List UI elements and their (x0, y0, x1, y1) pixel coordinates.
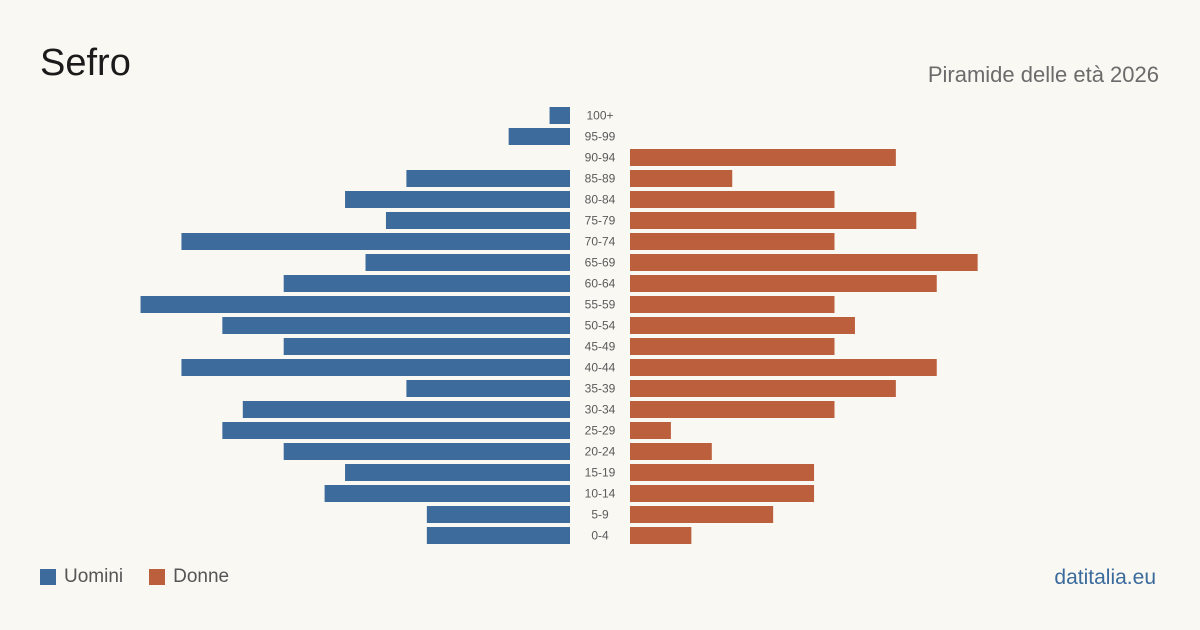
chart-subtitle: Piramide delle età 2026 (927, 62, 1159, 87)
bar-men-30-34 (242, 401, 571, 418)
chart-title: Sefro (40, 42, 131, 84)
bar-women-40-44 (630, 359, 937, 376)
age-label-25-29: 25-29 (585, 424, 616, 438)
bar-women-85-89 (630, 170, 733, 187)
bar-men-0-4 (426, 527, 570, 544)
age-label-30-34: 30-34 (585, 403, 616, 417)
bar-women-50-54 (630, 317, 855, 334)
age-label-5-9: 5-9 (591, 508, 609, 522)
bar-men-55-59 (140, 296, 571, 313)
age-label-50-54: 50-54 (585, 319, 616, 333)
bar-women-60-64 (630, 275, 937, 292)
legend-item-women: Donne (149, 566, 229, 588)
bar-men-70-74 (181, 233, 570, 250)
legend-swatch-men (40, 569, 56, 585)
source-link[interactable]: datitalia.eu (1054, 566, 1156, 589)
age-label-95-99: 95-99 (585, 130, 616, 144)
bar-men-5-9 (426, 506, 570, 523)
bar-men-10-14 (324, 485, 570, 502)
age-label-55-59: 55-59 (585, 298, 616, 312)
bar-men-25-29 (222, 422, 570, 439)
bar-men-65-69 (365, 254, 570, 271)
bar-men-60-64 (283, 275, 570, 292)
bar-women-0-4 (630, 527, 692, 544)
age-label-80-84: 80-84 (585, 193, 616, 207)
bar-women-30-34 (630, 401, 835, 418)
age-label-90-94: 90-94 (585, 151, 616, 165)
bar-women-90-94 (630, 149, 896, 166)
bar-women-45-49 (630, 338, 835, 355)
bar-women-10-14 (630, 485, 815, 502)
bar-men-100plus (549, 107, 570, 124)
bar-women-15-19 (630, 464, 815, 481)
age-label-65-69: 65-69 (585, 256, 616, 270)
age-label-40-44: 40-44 (585, 361, 616, 375)
age-label-45-49: 45-49 (585, 340, 616, 354)
age-label-70-74: 70-74 (585, 235, 616, 249)
legend-swatch-women (149, 569, 166, 585)
legend: Uomini Donne (40, 566, 229, 588)
bar-men-45-49 (283, 338, 570, 355)
age-label-0-4: 0-4 (591, 529, 609, 543)
age-label-60-64: 60-64 (585, 277, 616, 291)
age-label-35-39: 35-39 (585, 382, 616, 396)
bar-women-5-9 (630, 506, 774, 523)
age-label-15-19: 15-19 (585, 466, 616, 480)
age-label-20-24: 20-24 (585, 445, 616, 459)
bar-women-20-24 (630, 443, 712, 460)
age-label-10-14: 10-14 (585, 487, 616, 501)
bar-women-35-39 (630, 380, 896, 397)
bar-men-40-44 (181, 359, 570, 376)
bar-men-95-99 (508, 128, 570, 145)
bar-women-25-29 (630, 422, 671, 439)
bar-women-65-69 (630, 254, 978, 271)
legend-item-men: Uomini (40, 566, 123, 588)
legend-label-men: Uomini (64, 566, 124, 587)
bar-men-50-54 (222, 317, 570, 334)
age-label-85-89: 85-89 (585, 172, 616, 186)
bar-men-75-79 (385, 212, 570, 229)
bar-men-80-84 (345, 191, 570, 208)
bar-women-55-59 (630, 296, 835, 313)
bar-men-20-24 (283, 443, 570, 460)
bar-women-70-74 (630, 233, 835, 250)
age-label-100plus: 100+ (586, 109, 613, 123)
bar-men-85-89 (406, 170, 570, 187)
bar-women-75-79 (630, 212, 917, 229)
age-label-75-79: 75-79 (585, 214, 616, 228)
bar-men-15-19 (345, 464, 570, 481)
legend-label-women: Donne (173, 566, 230, 587)
bar-men-35-39 (406, 380, 570, 397)
bar-women-80-84 (630, 191, 835, 208)
